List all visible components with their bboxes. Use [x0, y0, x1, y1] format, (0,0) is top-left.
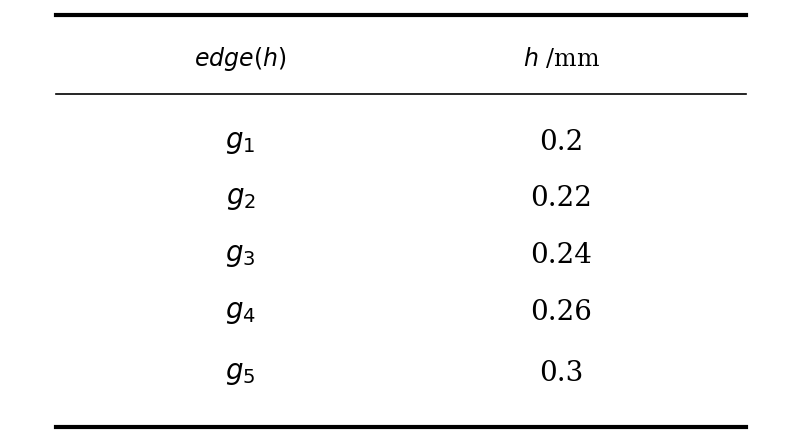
- Text: 0.26: 0.26: [530, 299, 593, 326]
- Text: 0.24: 0.24: [530, 242, 593, 269]
- Text: $g_{5}$: $g_{5}$: [225, 360, 256, 387]
- Text: 0.2: 0.2: [539, 128, 584, 156]
- Text: $\mathit{edge(h)}$: $\mathit{edge(h)}$: [194, 45, 287, 73]
- Text: $g_{2}$: $g_{2}$: [225, 185, 256, 212]
- Text: 0.3: 0.3: [539, 360, 584, 387]
- Text: $g_{1}$: $g_{1}$: [225, 128, 256, 156]
- Text: $g_{3}$: $g_{3}$: [225, 242, 256, 269]
- Text: $\mathit{h}\ $/mm: $\mathit{h}\ $/mm: [523, 46, 600, 72]
- Text: 0.22: 0.22: [530, 185, 593, 212]
- Text: $g_{4}$: $g_{4}$: [225, 299, 256, 326]
